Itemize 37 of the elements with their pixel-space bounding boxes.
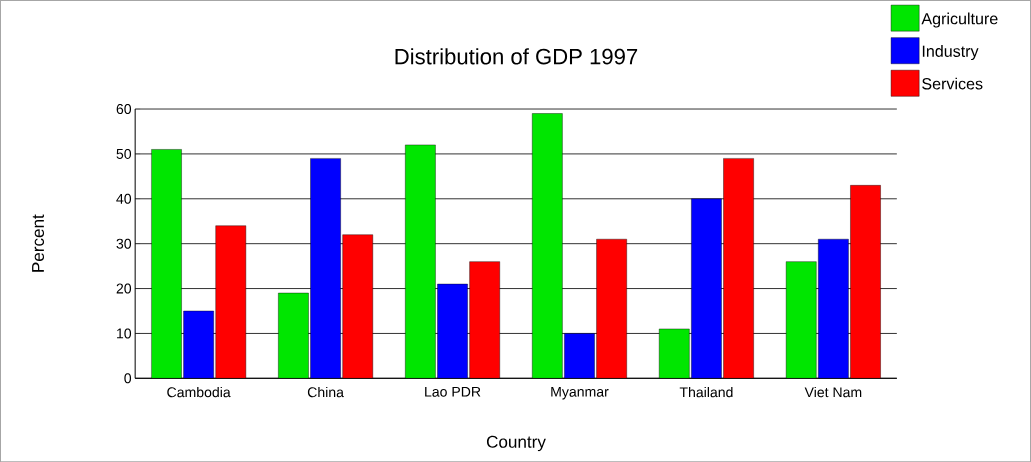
bar bbox=[310, 158, 341, 379]
bar bbox=[691, 198, 722, 379]
chart-title: Distribution of GDP 1997 bbox=[395, 48, 638, 65]
y-tick-label: 60 bbox=[116, 103, 132, 114]
bar bbox=[564, 333, 595, 379]
x-tick-label: China bbox=[307, 386, 344, 398]
y-tick-label: 40 bbox=[116, 193, 132, 204]
bar bbox=[469, 261, 500, 379]
bar bbox=[437, 283, 468, 379]
x-tick-label: Thailand bbox=[679, 386, 733, 398]
y-tick-label: 0 bbox=[124, 373, 132, 384]
y-tick-label: 30 bbox=[116, 238, 132, 249]
bar bbox=[342, 234, 373, 379]
bar bbox=[850, 185, 881, 379]
bar bbox=[596, 239, 627, 379]
x-tick-label: Lao PDR bbox=[425, 386, 481, 397]
y-tick-label: 50 bbox=[116, 148, 132, 159]
bar bbox=[723, 158, 754, 379]
bar bbox=[278, 292, 309, 379]
bar bbox=[659, 328, 690, 379]
y-tick-label: 20 bbox=[116, 283, 132, 294]
bar bbox=[183, 310, 214, 379]
legend-label: Services bbox=[922, 77, 983, 90]
x-tick-label: Viet Nam bbox=[804, 386, 862, 398]
y-axis-title: Percent bbox=[32, 214, 45, 272]
bar bbox=[151, 149, 182, 379]
y-tick-label: 10 bbox=[117, 328, 132, 339]
x-tick-label: Myanmar bbox=[551, 386, 609, 400]
x-tick-label: Cambodia bbox=[167, 386, 231, 398]
bar bbox=[215, 225, 246, 379]
bar bbox=[532, 113, 563, 379]
x-axis-title: Country bbox=[486, 435, 546, 452]
bar bbox=[785, 261, 817, 379]
bar bbox=[818, 238, 849, 379]
legend-label: Agriculture bbox=[921, 12, 998, 28]
bar bbox=[405, 144, 436, 379]
legend-label: Industry bbox=[922, 45, 979, 60]
